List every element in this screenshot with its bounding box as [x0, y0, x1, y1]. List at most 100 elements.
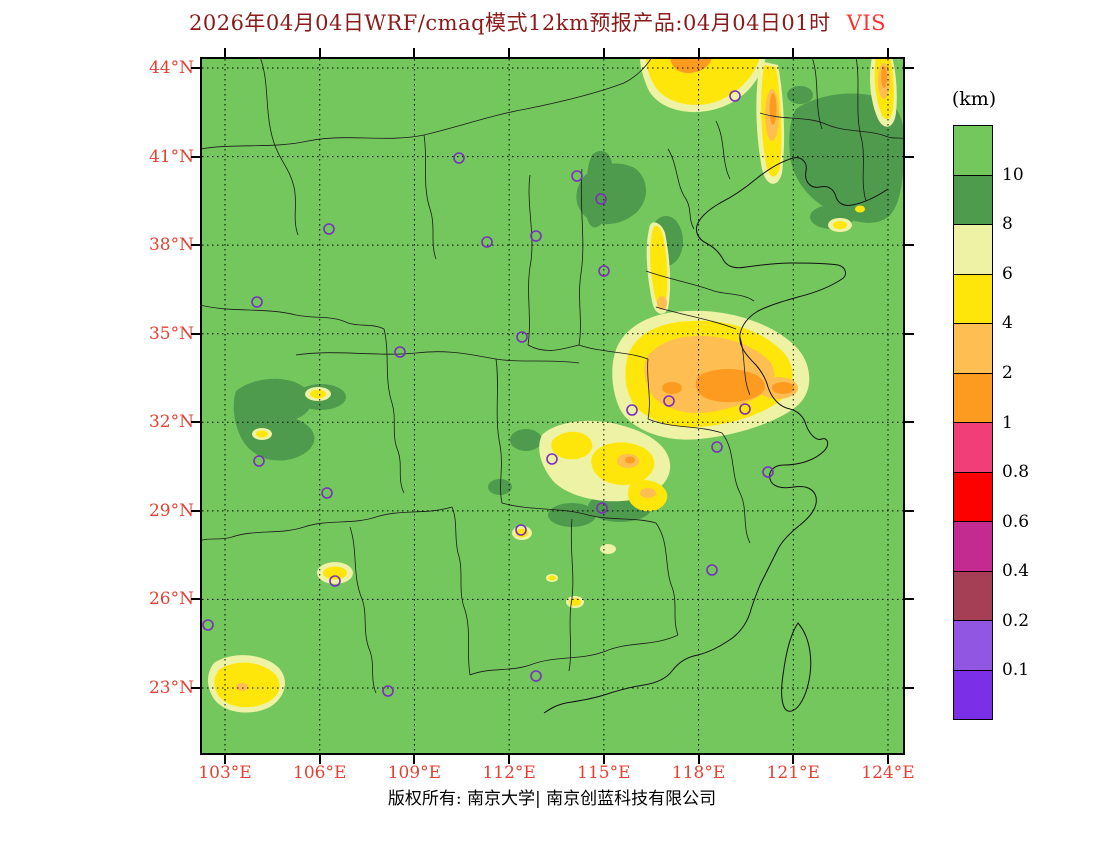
axis-tick: [792, 755, 795, 764]
legend-label: 0.1: [1002, 660, 1030, 681]
city-marker: [706, 564, 718, 576]
axis-tick: [191, 155, 200, 158]
city-marker: [595, 193, 607, 205]
legend-label: 2: [1002, 362, 1013, 383]
axis-tick: [224, 48, 226, 57]
city-marker: [516, 331, 528, 343]
taiwan-island: [781, 622, 812, 712]
lat-axis-label: 32°N: [148, 412, 194, 433]
grid-layer: [202, 59, 903, 753]
city-marker: [251, 296, 263, 308]
axis-tick: [905, 686, 914, 689]
legend-segment: [954, 521, 992, 571]
legend-segment: [954, 273, 992, 323]
axis-tick: [886, 48, 889, 57]
axis-tick: [191, 686, 200, 689]
coastline: [543, 157, 889, 714]
legend-segment: [954, 422, 992, 472]
legend-label: 0.8: [1002, 462, 1030, 483]
axis-tick: [191, 244, 200, 247]
axis-tick: [905, 155, 914, 158]
lat-axis-label: 26°N: [148, 589, 194, 610]
axis-tick: [905, 244, 914, 247]
axis-tick: [905, 421, 914, 424]
city-marker: [329, 575, 341, 587]
city-marker: [571, 170, 583, 182]
axis-tick: [191, 332, 200, 335]
axis-tick: [602, 48, 605, 57]
legend-label: 10: [1002, 164, 1024, 185]
axis-tick: [191, 421, 200, 424]
lat-axis-label: 44°N: [148, 58, 194, 78]
city-marker: [481, 236, 493, 248]
city-marker: [515, 524, 527, 536]
lat-axis-label: 23°N: [148, 677, 194, 698]
legend-segment: [954, 372, 992, 422]
legend-label: 0.2: [1002, 610, 1030, 631]
city-marker: [530, 230, 542, 242]
axis-tick: [886, 755, 889, 764]
lon-axis-label: 103°E: [198, 763, 252, 783]
legend-segment: [954, 126, 992, 175]
axis-tick: [413, 48, 416, 57]
plot-title-text: 2026年04月04日WRF/cmaq模式12km预报产品:04月04日01时: [188, 11, 831, 35]
axis-tick: [318, 48, 321, 57]
map-canvas: [200, 57, 905, 755]
city-marker: [626, 404, 638, 416]
lon-axis-label: 118°E: [671, 763, 726, 783]
lon-axis-label: 124°E: [861, 763, 915, 783]
city-marker: [546, 453, 558, 465]
legend-label: 1: [1002, 412, 1013, 433]
lon-axis-label: 112°E: [482, 763, 536, 783]
legend-label: 0.6: [1002, 511, 1030, 532]
axis-tick: [224, 755, 226, 764]
lat-axis-label: 41°N: [148, 146, 194, 167]
legend-segment: [954, 174, 992, 224]
lon-axis-label: 115°E: [577, 763, 631, 783]
axis-tick: [905, 67, 914, 69]
copyright-footer: 版权所有: 南京大学| 南京创蓝科技有限公司: [387, 789, 717, 809]
city-marker: [382, 685, 394, 697]
axis-tick: [413, 755, 416, 764]
axis-tick: [905, 598, 914, 601]
city-marker: [663, 395, 675, 407]
visibility-darkgreen-layer: [233, 86, 905, 527]
lon-axis-label: 121°E: [766, 763, 820, 783]
city-marker: [711, 441, 723, 453]
axis-tick: [905, 332, 914, 335]
lon-axis-label: 109°E: [387, 763, 442, 783]
legend-label: 8: [1002, 214, 1013, 235]
legend-label: 0.4: [1002, 561, 1030, 582]
province-boundaries: [200, 57, 905, 694]
city-marker: [729, 90, 741, 102]
city-marker: [598, 265, 610, 277]
city-marker: [202, 619, 214, 631]
city-marker: [739, 403, 751, 415]
plot-title-variable: VIS: [846, 11, 887, 35]
axis-tick: [191, 67, 200, 69]
legend-unit-label: (km): [951, 88, 997, 110]
lon-axis-label: 106°E: [293, 763, 347, 783]
legend-segment: [954, 669, 992, 719]
legend-segment: [954, 620, 992, 670]
city-marker: [596, 502, 608, 514]
legend-colorbar: [953, 125, 993, 720]
plot-title: 2026年04月04日WRF/cmaq模式12km预报产品:04月04日01时 V…: [150, 7, 925, 37]
city-marker: [453, 152, 465, 164]
city-marker: [253, 455, 265, 467]
city-marker: [394, 346, 406, 358]
city-marker: [530, 670, 542, 682]
city-marker: [762, 466, 774, 478]
axis-tick: [508, 755, 511, 764]
axis-tick: [697, 48, 700, 57]
axis-tick: [905, 509, 914, 512]
axis-tick: [697, 755, 700, 764]
visibility-orange-layer: [625, 57, 887, 464]
legend-segment: [954, 323, 992, 373]
legend-segment: [954, 471, 992, 521]
city-marker: [323, 223, 335, 235]
lat-axis-label: 35°N: [148, 323, 194, 344]
axis-tick: [318, 755, 321, 764]
lat-axis-label: 29°N: [148, 500, 194, 521]
